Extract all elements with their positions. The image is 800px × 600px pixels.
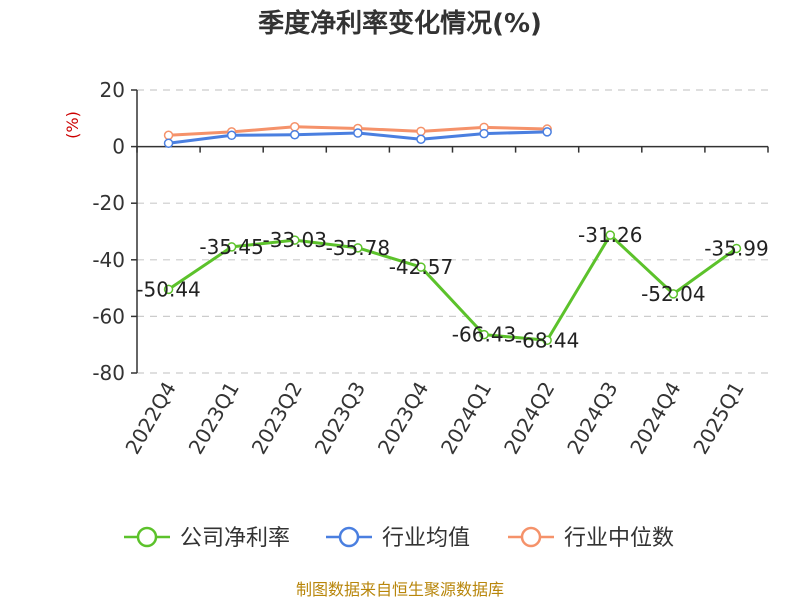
y-tick-label: -80	[92, 361, 125, 385]
y-tick-label: -60	[92, 304, 125, 328]
data-label: -33.03	[263, 228, 327, 252]
data-point	[668, 289, 679, 299]
y-axis-unit-label: (%)	[63, 111, 82, 139]
x-tick-label: 2022Q4	[120, 378, 180, 459]
data-point	[353, 243, 363, 253]
x-tick-label: 2023Q1	[184, 378, 244, 459]
data-point	[731, 243, 742, 254]
legend-swatch-marker	[338, 526, 360, 548]
legend-label: 行业中位数	[564, 526, 674, 551]
x-tick-label: 2023Q3	[310, 378, 370, 459]
data-labels: -50.44 -35.45-33.03-35.78-42.57 -66.43-68.…	[136, 223, 768, 352]
data-label: -35.78	[326, 236, 390, 260]
data-point	[290, 235, 300, 245]
x-tick-label: 2024Q1	[436, 378, 496, 459]
x-tick-label: 2024Q2	[499, 378, 559, 459]
x-tick-label: 2023Q2	[247, 378, 307, 459]
x-tick-label: 2023Q4	[373, 378, 433, 459]
y-tick-label: -40	[92, 248, 125, 272]
series-lines	[163, 122, 742, 346]
data-point	[163, 138, 174, 148]
data-point	[226, 130, 237, 141]
data-point	[163, 284, 174, 295]
data-label: -35.99	[704, 236, 768, 260]
data-label: -66.43	[452, 323, 516, 347]
data-point	[416, 126, 426, 137]
legend: 公司净利率 行业均值 行业中位数	[124, 526, 674, 551]
data-label: -52.04	[641, 282, 705, 306]
data-point	[290, 129, 300, 140]
x-tick-label: 2024Q3	[562, 378, 622, 459]
y-tick-label: -20	[92, 191, 125, 215]
data-label: -42.57	[389, 255, 453, 279]
data-point	[479, 329, 489, 340]
x-tick-label: 2025Q1	[688, 378, 748, 459]
chart-title: 季度净利率变化情况(%)	[258, 8, 542, 39]
data-label: -68.44	[515, 328, 579, 352]
data-point	[479, 128, 489, 139]
grid-lines	[137, 89, 768, 374]
legend-swatch-marker	[136, 526, 158, 548]
data-point	[416, 134, 426, 144]
data-point	[163, 130, 174, 141]
x-tick-label: 2024Q4	[625, 378, 685, 459]
data-point	[605, 230, 615, 240]
data-point	[353, 128, 363, 138]
legend-swatch-marker	[520, 526, 542, 548]
data-label: -31.26	[578, 223, 642, 247]
series-line-0	[167, 233, 738, 342]
data-point	[290, 122, 300, 132]
data-point	[542, 127, 552, 137]
data-label: -50.44	[136, 277, 200, 301]
data-label: -35.45	[199, 235, 263, 259]
data-point	[226, 242, 237, 252]
y-tick-label: 0	[112, 135, 125, 159]
y-tick-label: 20	[100, 78, 125, 102]
legend-label: 公司净利率	[180, 526, 290, 551]
data-point	[416, 262, 426, 272]
legend-label: 行业均值	[382, 526, 470, 551]
source-note: 制图数据来自恒生聚源数据库	[296, 580, 504, 599]
data-point	[542, 335, 552, 346]
